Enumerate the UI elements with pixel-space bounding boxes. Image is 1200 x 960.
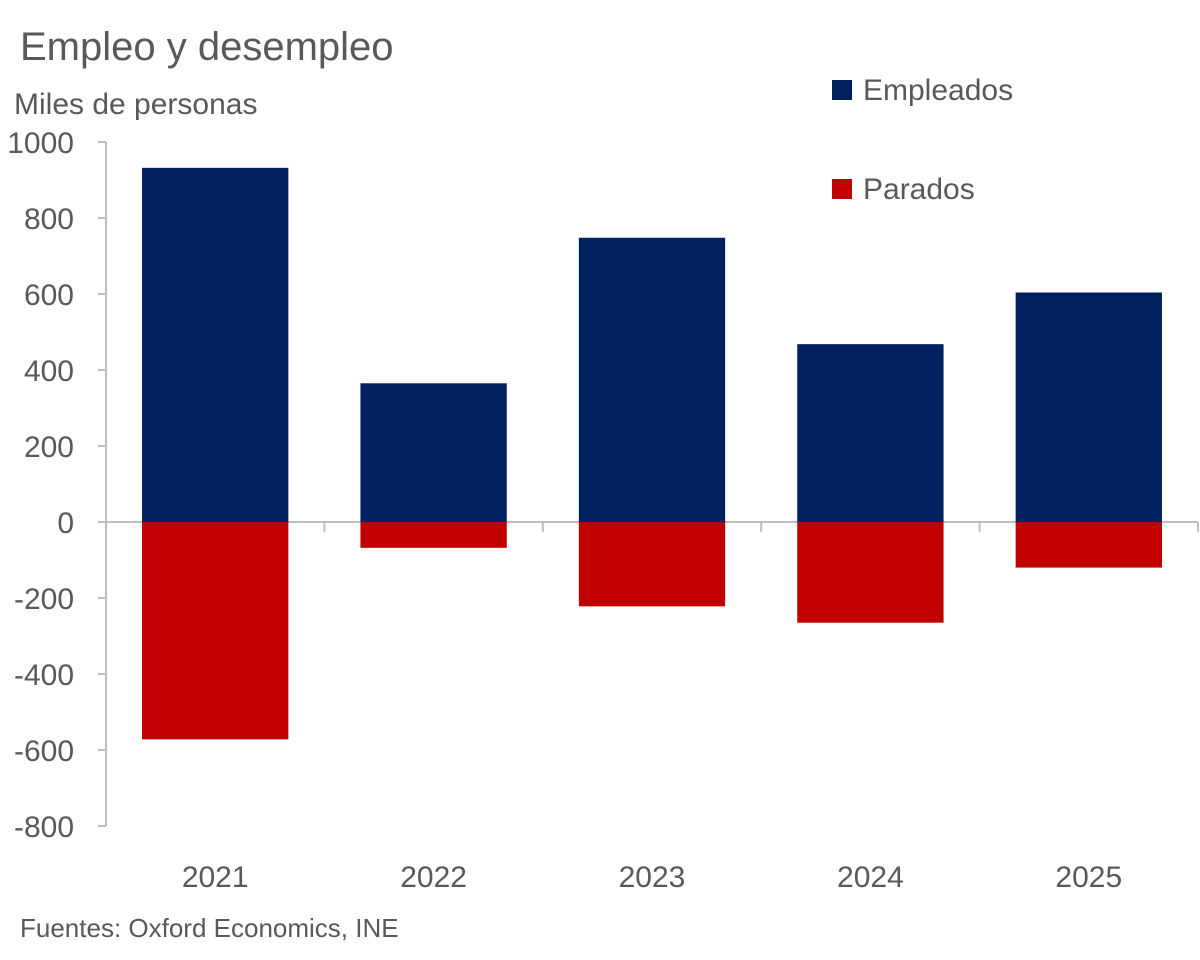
x-axis-category-labels: 2021 2022 2023 2024 2025: [182, 861, 1122, 894]
chart-title: Empleo y desempleo: [20, 25, 394, 69]
x-category-label: 2023: [619, 861, 686, 894]
y-tick-label: 400: [24, 355, 74, 388]
bar-parados-2023: [578, 522, 726, 607]
source-note: Fuentes: Oxford Economics, INE: [20, 913, 399, 943]
y-tick-label: 600: [24, 279, 74, 312]
y-axis-unit-label: Miles de personas: [14, 88, 257, 121]
y-tick-label: 800: [24, 203, 74, 236]
bar-parados-2021: [142, 522, 289, 740]
x-category-label: 2024: [837, 861, 904, 894]
bar-empleados-2023: [578, 237, 726, 522]
x-axis-ticks: [323, 522, 1199, 532]
bar-parados-2022: [360, 522, 507, 548]
bar-empleados-2025: [1015, 292, 1162, 522]
y-tick-label: -400: [14, 659, 74, 692]
bars: [142, 167, 1162, 740]
bar-empleados-2024: [797, 344, 944, 522]
bar-parados-2024: [797, 522, 944, 623]
legend: Empleados Parados: [832, 74, 1013, 206]
x-category-label: 2022: [400, 861, 467, 894]
bar-empleados-2022: [360, 383, 507, 522]
legend-swatch-empleados: [832, 80, 852, 100]
y-axis-ticks: [98, 141, 106, 827]
x-category-label: 2021: [182, 861, 249, 894]
y-axis-tick-labels: 1000 800 600 400 200 0 -200 -400 -600 -800: [7, 127, 74, 844]
legend-label-empleados: Empleados: [863, 74, 1013, 107]
y-tick-label: -800: [14, 811, 74, 844]
y-tick-label: 200: [24, 431, 74, 464]
y-tick-label: 0: [57, 507, 74, 540]
y-tick-label: -600: [14, 735, 74, 768]
bar-empleados-2021: [142, 167, 289, 522]
y-tick-label: 1000: [7, 127, 74, 160]
bar-parados-2025: [1015, 522, 1162, 568]
legend-label-parados: Parados: [863, 173, 975, 206]
y-tick-label: -200: [14, 583, 74, 616]
x-category-label: 2025: [1055, 861, 1122, 894]
legend-swatch-parados: [832, 179, 852, 199]
